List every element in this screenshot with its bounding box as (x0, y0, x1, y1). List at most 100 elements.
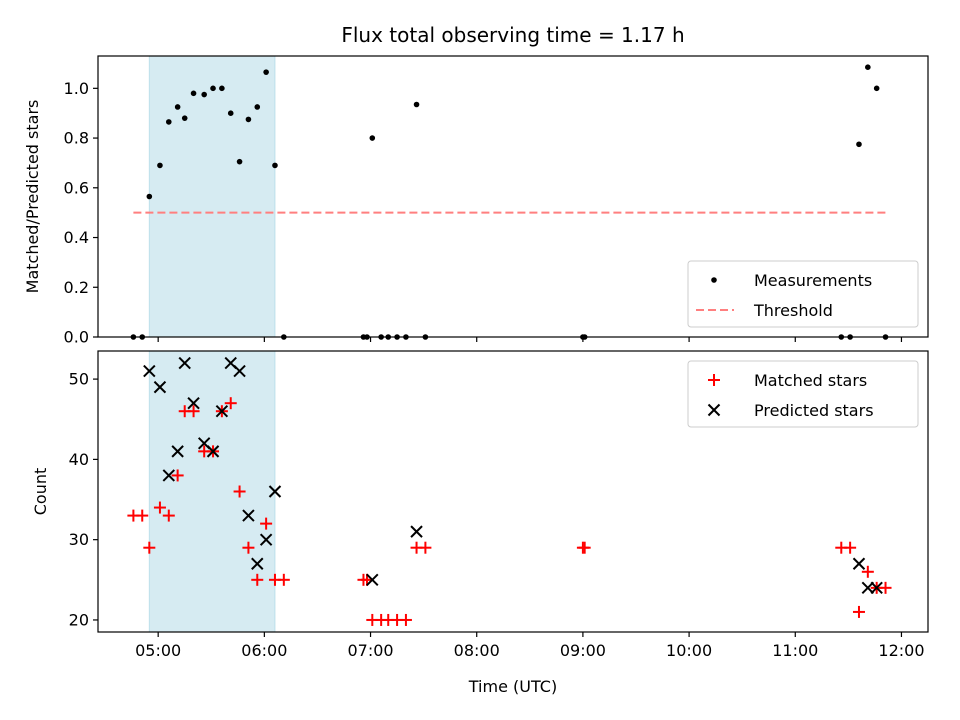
legend-label: Measurements (754, 271, 872, 290)
y-axis-label: Matched/Predicted stars (23, 100, 42, 294)
x-mark (153, 380, 167, 394)
legend-label: Matched stars (754, 371, 867, 390)
data-point (410, 525, 423, 538)
x-mark (215, 405, 229, 418)
x-mark (187, 396, 200, 410)
data-point (165, 119, 172, 125)
data-point (157, 162, 163, 169)
data-point (263, 69, 269, 75)
data-point (153, 380, 167, 394)
shaded-region (148, 55, 276, 338)
data-point (242, 509, 255, 522)
x-mark (171, 445, 184, 458)
data-point (844, 541, 857, 554)
y-tick-label: 0.4 (64, 228, 89, 247)
series-matched-stars (127, 397, 892, 626)
x-mark (178, 356, 191, 370)
data-point (578, 541, 591, 554)
x-tick-label: 08:00 (454, 641, 500, 660)
x-tick-label: 06:00 (241, 641, 287, 660)
x-tick-label: 09:00 (560, 641, 606, 660)
legend-label: Threshold (753, 301, 833, 320)
x-mark (870, 581, 883, 595)
data-point (210, 85, 216, 92)
data-point (419, 541, 432, 554)
x-axis-label: Time (UTC) (468, 677, 557, 696)
y-tick-label: 50 (69, 370, 89, 389)
data-point (272, 162, 278, 169)
data-point (190, 90, 197, 97)
y-tick-label: 0.6 (64, 178, 89, 197)
data-point (236, 158, 243, 165)
x-mark (861, 581, 875, 595)
data-point (260, 517, 273, 530)
x-mark (143, 364, 156, 378)
data-point (153, 501, 166, 514)
data-point (268, 485, 282, 498)
data-point (251, 557, 264, 570)
data-point (219, 85, 225, 92)
data-point (873, 85, 880, 92)
data-point (251, 573, 264, 586)
y-tick-label: 30 (69, 530, 89, 549)
data-point (242, 541, 255, 554)
data-point (233, 364, 246, 378)
data-point (181, 115, 188, 121)
data-point (227, 110, 234, 116)
data-point (171, 469, 184, 482)
legend-label: Predicted stars (754, 401, 874, 420)
x-mark (366, 573, 379, 587)
data-point (143, 541, 156, 554)
data-point (254, 104, 261, 110)
bottom-panel: 20 30 40 50 05:00 06:00 07:00 08:00 09:00 10:00 11… (31, 350, 929, 696)
axes-frame (97, 55, 929, 338)
y-axis-label: Count (31, 468, 50, 516)
y-tick-label: 40 (69, 450, 89, 469)
x-mark (242, 509, 255, 522)
data-point (861, 565, 874, 578)
x-tick-label: 05:00 (135, 641, 181, 660)
legend: Measurements Threshold (687, 260, 919, 328)
axes-frame (97, 350, 929, 633)
x-mark (206, 445, 220, 458)
data-point (852, 557, 866, 570)
chart-title: Flux total observing time = 1.17 h (341, 23, 684, 47)
data-point (162, 469, 175, 482)
x-tick-label: 07:00 (347, 641, 393, 660)
legend-dot-swatch (711, 277, 717, 283)
data-point (277, 573, 290, 586)
data-point (369, 135, 376, 141)
legend: Matched stars Predicted stars (687, 360, 919, 428)
series-predicted-stars (143, 356, 883, 595)
data-point (865, 64, 871, 70)
data-point (215, 405, 229, 418)
y-tick-label: 0.8 (64, 129, 89, 148)
data-point (856, 141, 862, 148)
y-tick-label: 0.0 (64, 328, 89, 347)
top-panel: 0.0 0.2 0.4 0.6 0.8 1.0 Matched/Predicted star… (23, 55, 929, 347)
data-point (366, 573, 379, 587)
data-point (136, 509, 149, 522)
legend-box (687, 360, 919, 428)
y-tick-label: 0.2 (64, 278, 89, 297)
legend-x-swatch (707, 403, 721, 417)
data-point (187, 396, 200, 410)
data-point (413, 101, 420, 108)
x-mark (162, 469, 175, 482)
legend-box (687, 260, 919, 328)
x-mark (268, 485, 282, 498)
data-point (143, 364, 156, 378)
data-point (162, 509, 175, 522)
x-mark (259, 533, 273, 546)
x-tick-label: 11:00 (772, 641, 818, 660)
data-point (171, 445, 184, 458)
data-point (861, 581, 875, 595)
x-mark (852, 557, 866, 570)
data-point (174, 104, 181, 110)
data-point (870, 581, 883, 595)
shaded-region (148, 350, 276, 633)
data-point (201, 91, 207, 98)
data-point (399, 613, 412, 626)
data-point (224, 397, 237, 410)
